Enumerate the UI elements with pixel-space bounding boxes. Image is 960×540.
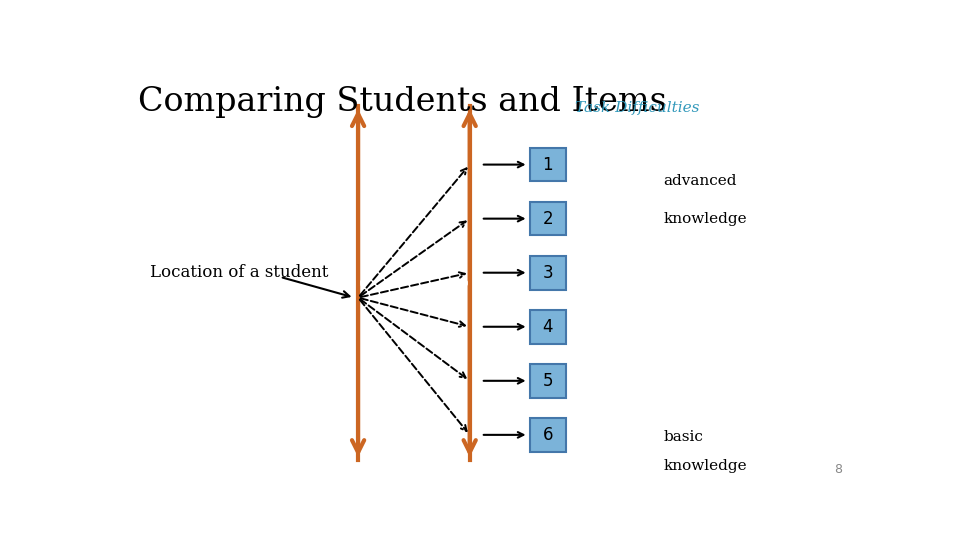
Text: 1: 1: [542, 156, 553, 173]
Text: 8: 8: [833, 463, 842, 476]
Text: 2: 2: [542, 210, 553, 228]
Text: Location of a student: Location of a student: [150, 264, 328, 281]
Text: knowledge: knowledge: [663, 459, 747, 473]
Text: 6: 6: [542, 426, 553, 444]
FancyBboxPatch shape: [530, 310, 565, 343]
Text: 5: 5: [542, 372, 553, 390]
Text: knowledge: knowledge: [663, 212, 747, 226]
FancyBboxPatch shape: [530, 364, 565, 397]
FancyBboxPatch shape: [530, 202, 565, 235]
FancyBboxPatch shape: [530, 418, 565, 451]
Text: Task Difficulties: Task Difficulties: [575, 100, 699, 114]
Text: 4: 4: [542, 318, 553, 336]
Text: 3: 3: [542, 264, 553, 282]
Text: basic: basic: [663, 430, 703, 444]
FancyBboxPatch shape: [530, 256, 565, 289]
Text: advanced: advanced: [663, 174, 736, 188]
FancyBboxPatch shape: [530, 148, 565, 181]
Text: Comparing Students and Items: Comparing Students and Items: [138, 85, 667, 118]
